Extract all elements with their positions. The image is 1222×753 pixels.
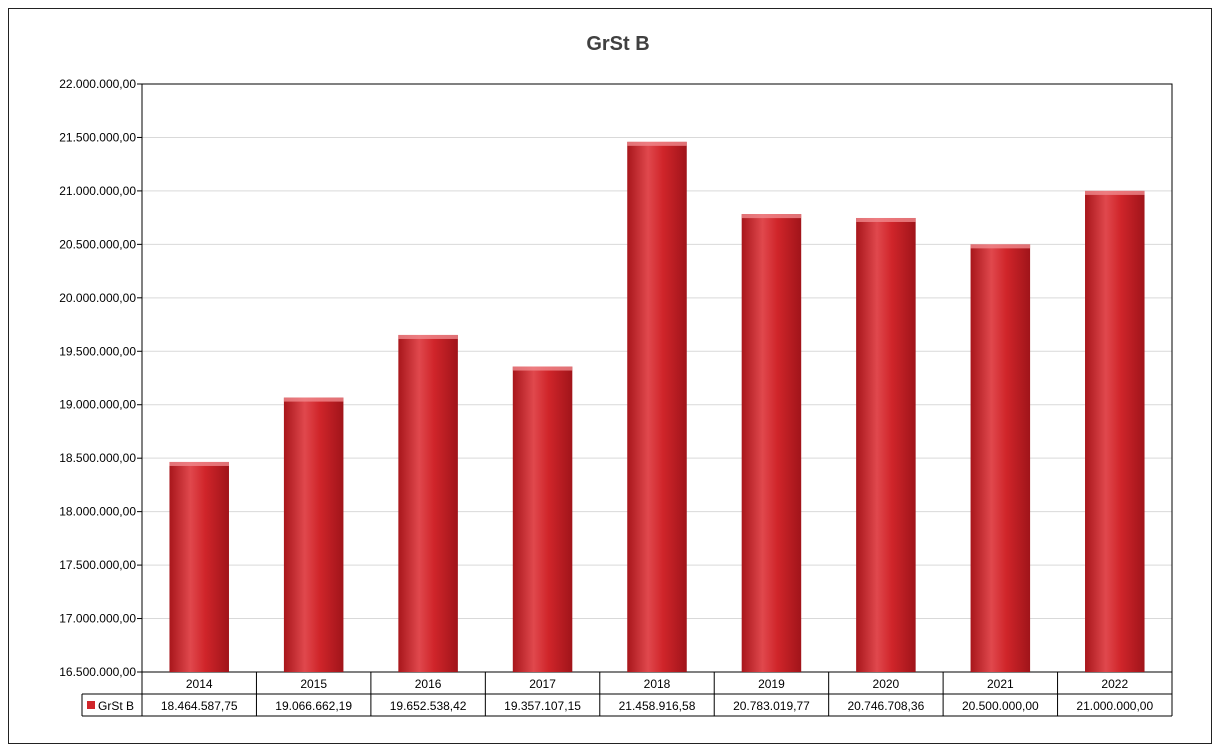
bar-2015 <box>283 397 344 672</box>
data-table-value: 21.458.916,58 <box>619 699 696 713</box>
x-category-label: 2017 <box>529 677 556 691</box>
bar-cap-2022 <box>1085 190 1145 195</box>
data-table-value: 18.464.587,75 <box>161 699 238 713</box>
data-table-value: 19.357.107,15 <box>504 699 581 713</box>
y-tick-label: 20.500.000,00 <box>59 237 136 251</box>
y-tick-label: 19.500.000,00 <box>59 344 136 358</box>
bar-2014 <box>169 461 229 672</box>
bar-2021 <box>970 244 1031 672</box>
y-tick-label: 17.500.000,00 <box>59 558 136 572</box>
data-table-value: 20.746.708,36 <box>848 699 925 713</box>
data-table: 2014 18.464.587,75 2015 19.066.662,19 2016 19… <box>81 672 1173 717</box>
bar-cap-2021 <box>970 244 1031 249</box>
bar-2022 <box>1085 190 1145 672</box>
x-category-label: 2016 <box>415 677 442 691</box>
x-category-label: 2020 <box>873 677 900 691</box>
data-table-value: 21.000.000,00 <box>1076 699 1153 713</box>
bar-2019 <box>741 214 802 672</box>
bar-cap-2019 <box>741 214 802 219</box>
x-category-label: 2021 <box>987 677 1014 691</box>
data-table-value: 20.783.019,77 <box>733 699 810 713</box>
y-tick-label: 20.000.000,00 <box>59 291 136 305</box>
y-tick-label: 18.000.000,00 <box>59 505 136 519</box>
y-tick-label: 21.500.000,00 <box>59 130 136 144</box>
bar-cap-2014 <box>169 461 229 466</box>
x-category-label: 2018 <box>644 677 671 691</box>
bar-cap-2015 <box>283 397 344 402</box>
y-tick-label: 22.000.000,00 <box>59 77 136 91</box>
y-tick-label: 18.500.000,00 <box>59 451 136 465</box>
x-category-label: 2014 <box>186 677 213 691</box>
data-table-value: 19.652.538,42 <box>390 699 467 713</box>
bar-cap-2017 <box>512 366 573 371</box>
bars <box>169 141 1145 672</box>
data-table-value: 20.500.000,00 <box>962 699 1039 713</box>
bar-cap-2020 <box>856 217 916 222</box>
y-tick-label: 17.000.000,00 <box>59 612 136 626</box>
bar-cap-2016 <box>398 334 458 339</box>
y-tick-label: 19.000.000,00 <box>59 398 136 412</box>
y-axis: 16.500.000,00 17.000.000,00 17.500.000,00 1… <box>59 77 142 679</box>
bar-2020 <box>856 217 916 672</box>
bar-2018 <box>627 141 687 672</box>
x-category-label: 2015 <box>300 677 327 691</box>
y-tick-label: 21.000.000,00 <box>59 184 136 198</box>
legend-series-name: GrSt B <box>98 699 134 713</box>
bar-2017 <box>512 366 573 672</box>
y-tick-label: 16.500.000,00 <box>59 665 136 679</box>
bar-2016 <box>398 334 458 672</box>
legend-swatch <box>87 701 95 709</box>
x-category-label: 2022 <box>1101 677 1128 691</box>
x-category-label: 2019 <box>758 677 785 691</box>
data-table-value: 19.066.662,19 <box>275 699 352 713</box>
chart-title: GrSt B <box>586 33 649 55</box>
bar-cap-2018 <box>627 141 687 146</box>
